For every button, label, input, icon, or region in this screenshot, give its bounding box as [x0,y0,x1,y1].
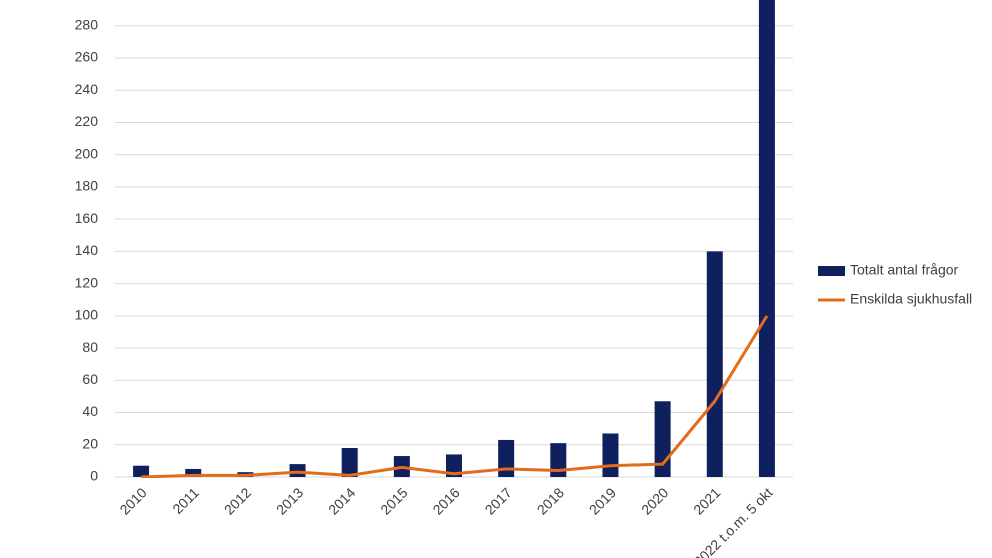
x-tick-label: 2016 [429,484,462,517]
line-series [141,315,769,478]
x-tick-label: 2013 [273,484,306,517]
x-tick-label: 2014 [325,484,358,517]
y-tick-label: 160 [75,210,99,226]
y-tick-label: 60 [82,371,98,387]
x-tick-label: 2017 [482,484,515,517]
bar [758,0,775,477]
legend-swatch [818,266,845,276]
bar [602,433,619,477]
y-tick-label: 140 [75,242,99,258]
legend-label: Totalt antal frågor [850,262,959,278]
x-tick-label: 2021 [690,484,723,517]
bar [341,447,358,477]
y-tick-label: 220 [75,113,99,129]
legend-label: Enskilda sjukhusfall [850,291,972,307]
x-tick-label: 2018 [534,484,567,517]
bar [133,465,150,477]
y-tick-label: 180 [75,178,99,194]
x-tick-label: 2015 [377,484,410,517]
y-tick-label: 20 [82,435,98,451]
y-tick-label: 240 [75,81,99,97]
y-tick-label: 260 [75,49,99,65]
y-tick-label: 0 [90,468,98,484]
bar [498,439,515,477]
bar [550,443,567,477]
bar [289,464,306,477]
x-tick-label: 2012 [221,484,254,517]
x-tick-label: 2019 [586,484,619,517]
x-tick-label: 2020 [638,484,671,517]
x-tick-label: 2010 [116,484,149,517]
plot-area [133,0,775,478]
y-tick-label: 80 [82,339,98,355]
y-tick-label: 200 [75,145,99,161]
y-tick-label: 100 [75,307,99,323]
bar [446,454,462,477]
y-tick-label: 40 [82,403,98,419]
bar [185,468,202,477]
y-tick-label: 280 [75,16,99,32]
y-tick-label: 120 [75,274,99,290]
x-tick-label: 2011 [169,484,202,517]
bar [706,251,723,477]
